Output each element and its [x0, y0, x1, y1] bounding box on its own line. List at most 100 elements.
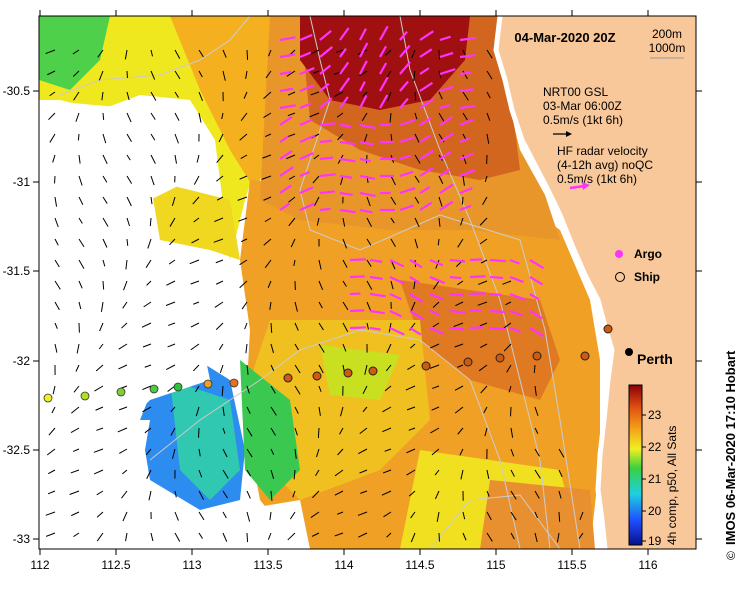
- float-marker: [203, 379, 213, 389]
- gsl-vector: [336, 112, 344, 118]
- gsl-vector: [454, 343, 464, 348]
- gsl-vector: [342, 238, 348, 249]
- gsl-vector: [510, 469, 515, 477]
- gsl-vector: [78, 217, 83, 224]
- gsl-vector: [534, 427, 539, 434]
- gsl-vector: [170, 406, 176, 413]
- gsl-vector: [310, 49, 320, 55]
- gsl-vector: [486, 70, 493, 80]
- gsl-vector: [318, 280, 324, 291]
- gsl-vector: [390, 175, 396, 186]
- gsl-vector: [193, 217, 200, 223]
- gsl-vector: [462, 175, 465, 186]
- gsl-vector: [479, 322, 488, 327]
- gsl-vector: [508, 385, 512, 393]
- gsl-vector: [174, 112, 180, 121]
- hf-vector: [439, 150, 452, 160]
- ship-marker: [312, 371, 322, 381]
- gsl-vector: [460, 469, 464, 480]
- gsl-vector: [389, 112, 392, 123]
- hf-vector: [279, 202, 291, 211]
- gsl-vector: [270, 448, 275, 455]
- hf-vector: [469, 309, 482, 313]
- gsl-vector: [70, 406, 80, 414]
- coastline: [493, 16, 615, 549]
- ship-marker: [283, 373, 293, 383]
- gsl-vector: [294, 427, 298, 436]
- legend-gsl-line2: 03-Mar 06:00Z: [543, 99, 622, 113]
- gsl-vector: [261, 175, 272, 180]
- gsl-vector: [408, 427, 416, 431]
- gsl-vector: [430, 427, 440, 434]
- hf-vector: [339, 123, 352, 128]
- gsl-vector: [190, 343, 200, 351]
- gsl-vector: [174, 511, 179, 521]
- gsl-vector: [288, 217, 296, 227]
- gsl-vector: [311, 532, 320, 537]
- hf-vector: [349, 258, 366, 262]
- gsl-vector: [150, 196, 153, 205]
- gsl-vector: [290, 238, 296, 248]
- gsl-vector: [121, 490, 128, 499]
- gsl-vector: [172, 448, 176, 459]
- gsl-vector: [94, 385, 104, 392]
- gsl-vector: [270, 385, 276, 394]
- gsl-vector: [167, 343, 176, 348]
- gsl-vector: [246, 427, 253, 437]
- gsl-vector: [406, 448, 416, 454]
- gsl-vector: [455, 301, 464, 307]
- gsl-vector: [390, 133, 393, 141]
- gsl-vector: [294, 343, 299, 351]
- gsl-vector: [337, 133, 344, 141]
- gsl-vector: [505, 301, 512, 306]
- gsl-vector: [558, 469, 563, 477]
- gsl-vector: [222, 532, 228, 542]
- gsl-vector: [78, 259, 85, 269]
- hf-vector: [419, 186, 431, 194]
- gsl-vector: [435, 259, 440, 269]
- hf-vector: [459, 204, 472, 212]
- gsl-vector: [45, 532, 56, 537]
- gsl-vector: [96, 532, 104, 542]
- gsl-vector: [54, 343, 58, 353]
- no-data-region: [240, 500, 310, 549]
- hf-vector: [409, 310, 425, 321]
- gsl-vector: [410, 343, 416, 349]
- gsl-vector: [534, 469, 541, 479]
- gsl-vector: [408, 490, 416, 497]
- gsl-vector: [118, 406, 128, 411]
- credit-text: IMOS 06-Mar-2020 17:10 Hobart: [723, 350, 738, 545]
- gsl-vector: [432, 301, 440, 308]
- gsl-vector: [54, 280, 61, 290]
- gsl-vector: [406, 406, 416, 411]
- hf-vector: [339, 208, 356, 214]
- gsl-vector: [72, 448, 80, 452]
- hf-vector: [419, 67, 430, 75]
- gsl-vector: [414, 175, 420, 183]
- gsl-vector: [168, 259, 176, 265]
- gsl-vector: [310, 91, 320, 96]
- gsl-vector: [366, 301, 372, 311]
- gsl-vector: [486, 469, 490, 479]
- gsl-vector: [312, 490, 320, 499]
- hf-vector: [279, 150, 293, 160]
- gsl-vector: [486, 91, 491, 99]
- gsl-vector: [457, 238, 464, 248]
- gsl-vector: [70, 469, 80, 474]
- hf-vector: [339, 96, 349, 109]
- lon-tick-label: 114: [334, 558, 353, 572]
- gsl-vector: [480, 259, 488, 264]
- gsl-vector: [102, 238, 108, 248]
- hf-vector: [469, 275, 486, 279]
- gsl-vector: [101, 91, 104, 101]
- float-marker: [229, 378, 239, 388]
- gsl-vector: [46, 448, 56, 456]
- gsl-vector: [45, 511, 56, 516]
- contour-line: [399, 16, 551, 549]
- gsl-vector: [165, 301, 176, 306]
- gsl-vector: [270, 469, 275, 479]
- gsl-vector: [239, 259, 248, 266]
- gsl-vector: [214, 301, 224, 308]
- gsl-vector: [385, 364, 392, 372]
